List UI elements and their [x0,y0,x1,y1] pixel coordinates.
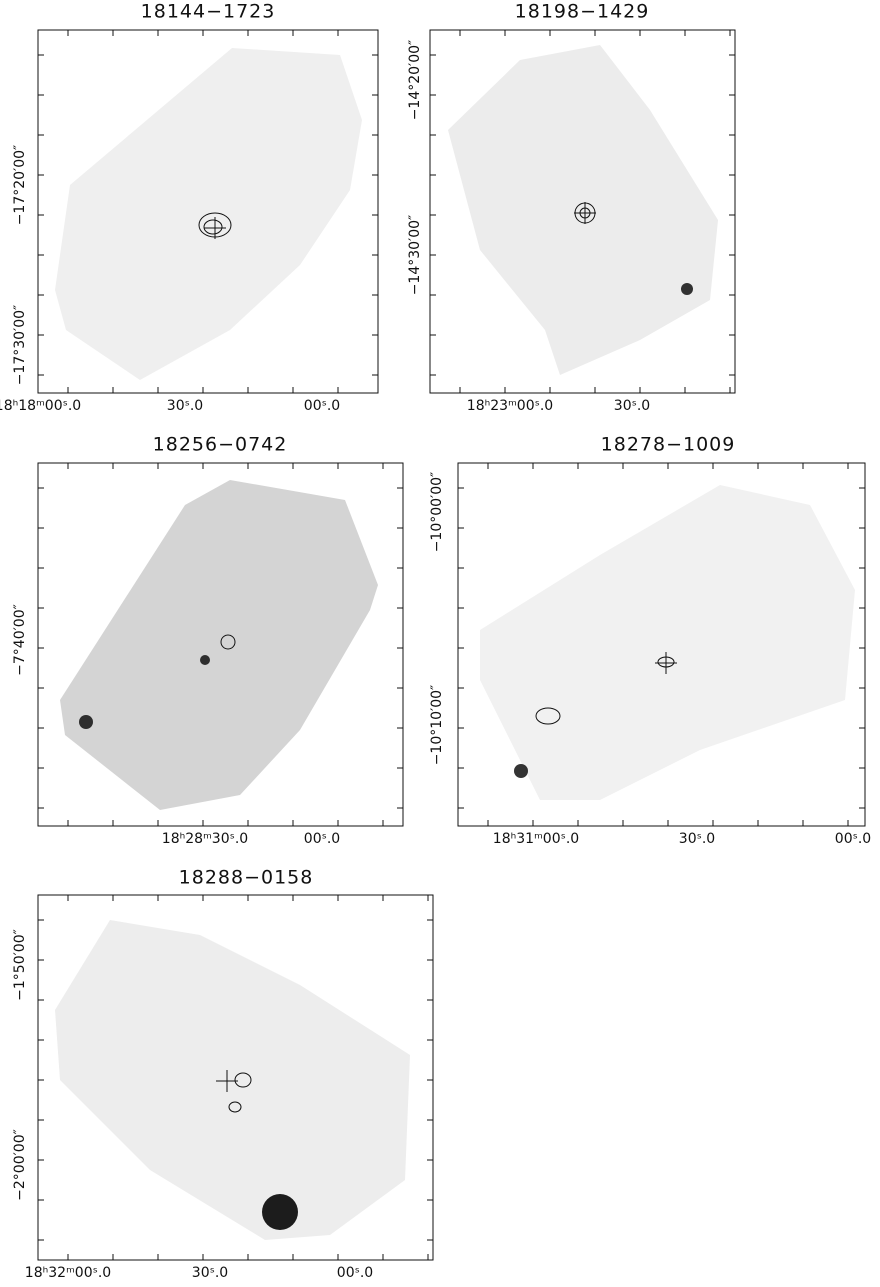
panel: 18144−1723 18ʰ18ᵐ00ˢ.0 30ˢ.0 00ˢ.0 −17°20′00… [0,1,379,414]
frame [37,894,434,1261]
panel-title: 18198−1429 [515,1,650,23]
sky-image [448,45,718,375]
position-cross [655,652,677,674]
contour [535,707,561,725]
sky-image [480,485,855,800]
sky-image [60,480,378,810]
y-tick-label: −14°20′00″ [407,40,423,121]
y-tick-label: −10°10′00″ [429,685,445,766]
y-tick-label: −17°30′00″ [12,305,28,386]
frame [457,462,866,827]
x-tick-label: 30ˢ.0 [614,398,650,414]
frame [37,29,379,394]
y-tick-label: −17°20′00″ [12,145,28,226]
panel: 18256−0742 18ʰ28ᵐ30ˢ.0 00ˢ.0 −7°40′00″ [12,434,404,847]
x-tick-label: 00ˢ.0 [835,831,871,847]
bright-source [514,764,528,778]
bright-source [79,715,93,729]
y-tick-label: −14°30′00″ [407,215,423,296]
x-tick-label: 00ˢ.0 [304,831,340,847]
panel-title: 18144−1723 [141,1,276,23]
bright-source [200,655,210,665]
y-tick-label: −1°50′00″ [12,929,28,1001]
panel: 18278−1009 18ʰ31ᵐ00ˢ.0 30ˢ.0 00ˢ.0 −10°00′00… [429,434,871,848]
x-tick-label: 18ʰ18ᵐ00ˢ.0 [0,398,81,414]
x-tick-label: 18ʰ32ᵐ00ˢ.0 [25,1265,111,1281]
y-tick-label: −2°00′00″ [12,1129,28,1201]
x-tick-label: 00ˢ.0 [337,1265,373,1281]
position-cross [204,217,226,239]
bright-source [681,283,693,295]
bright-source [262,1194,298,1230]
panel-title: 18288−0158 [179,867,314,889]
x-tick-label: 30ˢ.0 [167,398,203,414]
panel: 18288−0158 18ʰ32ᵐ00ˢ.0 30ˢ.0 00ˢ.0 −1°50′00″… [12,867,434,1281]
position-cross [216,1070,238,1092]
sky-image [55,920,410,1240]
x-tick-label: 18ʰ31ᵐ00ˢ.0 [493,831,579,847]
x-tick-label: 18ʰ23ᵐ00ˢ.0 [467,398,553,414]
position-cross [574,202,596,224]
panel-title: 18278−1009 [601,434,736,456]
panel: 18198−1429 18ʰ23ᵐ00ˢ.0 30ˢ.0 −14°20′00″ −14°… [407,1,736,414]
contour [220,634,236,650]
x-tick-label: 30ˢ.0 [192,1265,228,1281]
frame [429,29,736,394]
x-tick-label: 30ˢ.0 [679,831,715,847]
contour [203,219,223,235]
panel-title: 18256−0742 [153,434,288,456]
contour [234,1072,252,1088]
x-tick-label: 18ʰ28ᵐ30ˢ.0 [162,831,248,847]
frame [37,462,404,827]
y-tick-label: −10°00′00″ [429,472,445,553]
y-tick-label: −7°40′00″ [12,604,28,676]
contour [228,1101,242,1113]
x-tick-label: 00ˢ.0 [304,398,340,414]
